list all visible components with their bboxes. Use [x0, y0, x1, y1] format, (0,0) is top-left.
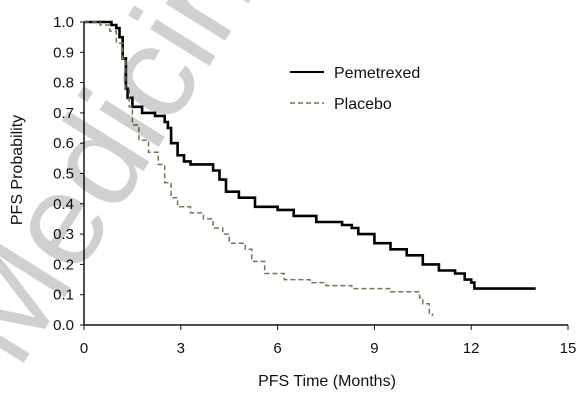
- x-tick-label: 3: [177, 340, 185, 357]
- y-tick-label: 1.0: [53, 14, 74, 31]
- x-tick-label: 15: [560, 340, 577, 357]
- x-tick-label: 6: [273, 340, 281, 357]
- y-tick-label: 0.2: [53, 256, 74, 273]
- y-tick-label: 0.9: [53, 44, 74, 61]
- y-tick-label: 0.1: [53, 287, 74, 304]
- x-ticks: 0 3 6 9 12 15: [80, 325, 577, 357]
- watermark: Medicinal: [0, 0, 337, 387]
- x-tick-label: 12: [463, 340, 480, 357]
- x-axis-label: PFS Time (Months): [258, 373, 396, 390]
- y-tick-label: 0.5: [53, 166, 74, 183]
- x-tick-label: 0: [80, 340, 88, 357]
- legend-label-placebo: Placebo: [334, 96, 392, 113]
- y-tick-label: 0.4: [53, 196, 74, 213]
- series-line-pemetrexed: [84, 20, 536, 290]
- y-tick-label: 0.6: [53, 135, 74, 152]
- legend-label-pemetrexed: Pemetrexed: [334, 65, 420, 82]
- legend: Pemetrexed Placebo: [290, 65, 420, 113]
- series-layer: [84, 20, 536, 316]
- y-tick-label: 0.0: [53, 317, 74, 334]
- y-ticks: 0.0 0.1 0.2 0.3 0.4 0.5 0.6 0.7 0.8 0.9 1.0: [53, 14, 84, 334]
- series-line-placebo: [84, 21, 434, 316]
- y-tick-label: 0.3: [53, 226, 74, 243]
- y-axis-label: PFS Probability: [9, 115, 26, 225]
- y-tick-label: 0.7: [53, 105, 74, 122]
- y-tick-label: 0.8: [53, 75, 74, 92]
- x-tick-label: 9: [370, 340, 378, 357]
